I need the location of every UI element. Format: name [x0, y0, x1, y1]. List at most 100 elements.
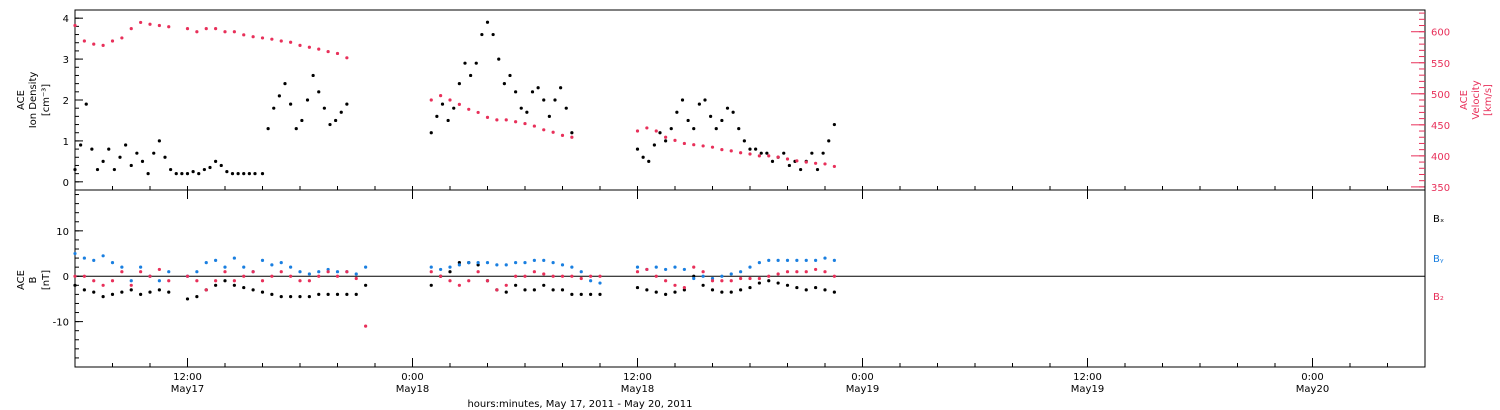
density-point: [731, 110, 735, 114]
velocity-point: [167, 25, 171, 29]
density-point: [658, 131, 662, 135]
velocity-point: [214, 27, 218, 31]
velocity-point: [457, 102, 461, 106]
velocity-point: [785, 157, 790, 161]
by-point: [720, 274, 724, 278]
bz-point: [335, 274, 340, 278]
density-point: [748, 147, 752, 151]
density-point: [508, 73, 512, 78]
bz-point: [101, 283, 105, 287]
density-point: [225, 169, 229, 174]
by-point: [776, 258, 780, 262]
density-point: [542, 98, 546, 102]
bx-point: [748, 285, 752, 290]
density-point: [497, 57, 501, 61]
density-point: [675, 110, 679, 114]
bx-point: [298, 295, 302, 299]
density-point: [742, 139, 746, 143]
bz-point: [701, 270, 705, 274]
density-point: [782, 151, 786, 155]
bx-point: [682, 288, 686, 292]
velocity-point: [251, 35, 255, 39]
bz-point: [298, 279, 302, 283]
velocity-point: [710, 145, 715, 149]
density-point: [737, 127, 741, 131]
bz-point: [795, 270, 799, 274]
velocity-point: [195, 30, 199, 34]
by-point: [457, 263, 461, 267]
density-point: [247, 172, 251, 176]
date-tick-label: May20: [1296, 384, 1329, 395]
bz-point: [289, 274, 293, 278]
density-tick-label: 1: [63, 137, 69, 148]
bz-point: [560, 274, 565, 278]
velocity-point: [832, 164, 836, 169]
velocity-point: [551, 130, 555, 134]
bx-point: [814, 285, 818, 290]
velocity-point: [139, 20, 143, 25]
bx-point: [185, 297, 190, 301]
density-point: [832, 122, 836, 127]
bz-point: [514, 274, 518, 278]
bx-point: [710, 288, 715, 292]
by-point: [767, 258, 771, 262]
velocity-point: [504, 118, 508, 122]
density-point: [289, 102, 293, 106]
velocity-point: [682, 141, 686, 146]
density-point: [219, 163, 223, 168]
time-tick-label: 12:00: [1073, 372, 1102, 383]
density-point: [124, 143, 128, 147]
bottom-panel-axes: -10 0 10: [53, 194, 1425, 359]
bx-point: [167, 290, 171, 294]
bz-point: [832, 274, 836, 278]
bz-point: [570, 274, 574, 278]
velocity-point: [645, 126, 649, 130]
bz-point: [129, 283, 133, 287]
density-point: [564, 106, 568, 110]
bx-point: [195, 295, 199, 299]
by-point: [532, 258, 536, 262]
density-point: [322, 106, 326, 110]
bz-point: [551, 274, 555, 278]
density-point: [463, 61, 467, 65]
date-tick-label: May17: [171, 384, 204, 395]
by-point: [92, 258, 96, 262]
velocity-point: [448, 98, 452, 102]
by-point: [795, 258, 799, 262]
density-ylabel-line1: ACE: [16, 90, 27, 110]
density-point: [810, 151, 814, 155]
density-point: [277, 94, 281, 98]
velocity-ylabel-line1: ACE: [1459, 90, 1470, 110]
by-point: [504, 263, 508, 267]
density-point: [202, 167, 206, 172]
density-point: [799, 167, 803, 172]
bx-point: [148, 290, 152, 294]
by-point: [242, 265, 246, 269]
density-point: [339, 110, 343, 114]
by-point: [110, 261, 115, 265]
density-point: [174, 172, 178, 176]
by-point: [101, 254, 105, 258]
velocity-point: [485, 115, 490, 119]
density-point: [485, 20, 490, 24]
bx-point: [645, 288, 649, 292]
density-point: [647, 159, 651, 163]
density-point: [242, 172, 246, 176]
bz-point: [223, 270, 227, 274]
b-tick-label: 0: [63, 272, 69, 283]
bx-point: [560, 288, 565, 292]
velocity-point: [673, 138, 677, 142]
bz-point: [748, 276, 752, 281]
velocity-point: [664, 135, 668, 139]
density-point: [652, 143, 656, 147]
density-point: [253, 172, 257, 176]
bx-point: [776, 281, 780, 285]
bx-point: [242, 285, 246, 290]
density-point: [709, 114, 713, 118]
velocity-point: [748, 152, 752, 156]
density-point: [197, 172, 201, 176]
density-point: [765, 151, 769, 155]
density-point: [345, 102, 349, 106]
density-point: [703, 98, 707, 102]
density-point: [185, 172, 190, 176]
